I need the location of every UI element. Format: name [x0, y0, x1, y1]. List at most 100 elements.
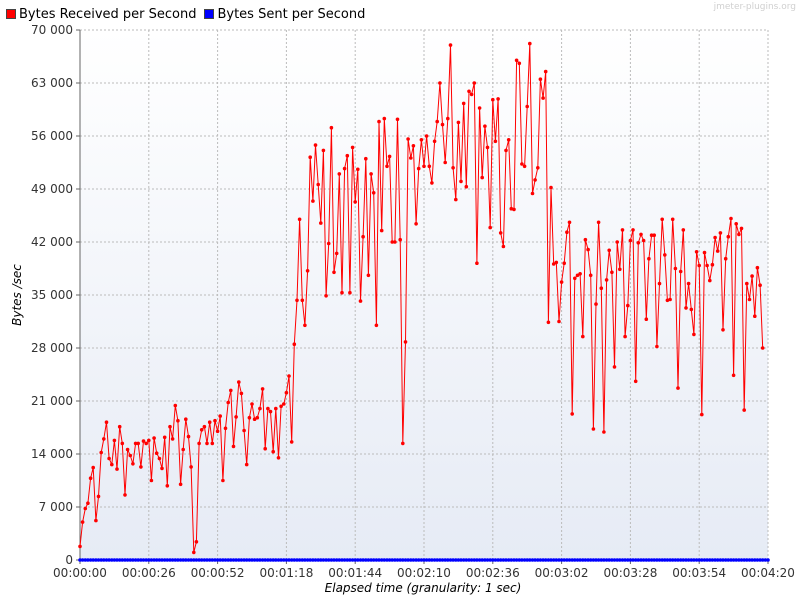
bytes-received-point: [239, 391, 244, 396]
bytes-received-point: [480, 175, 485, 180]
bytes-sent-point: [734, 558, 738, 562]
bytes-received-point: [334, 251, 339, 256]
bytes-sent-point: [549, 558, 553, 562]
grid: [80, 29, 769, 560]
legend-item-received[interactable]: Bytes Received per Second: [6, 7, 196, 22]
bytes-received-point: [626, 303, 630, 308]
bytes-sent-point: [131, 558, 135, 562]
bytes-sent-point: [583, 558, 588, 562]
bytes-sent-point: [319, 558, 323, 562]
y-tick-label: 21 000: [31, 394, 73, 408]
bytes-received-point: [78, 544, 82, 549]
bytes-received-point: [644, 317, 649, 322]
bytes-received-point: [385, 164, 389, 169]
bytes-sent-point: [210, 558, 215, 562]
bytes-received-point: [591, 427, 596, 431]
bytes-received-point: [300, 298, 305, 303]
x-tick-label: 00:03:28: [603, 566, 657, 580]
bytes-sent-point: [348, 558, 352, 562]
bytes-received-point: [684, 306, 688, 310]
bytes-sent-point: [604, 558, 609, 562]
bytes-received-point: [96, 494, 101, 499]
bytes-sent-point: [483, 558, 487, 562]
bytes-received-point: [536, 166, 540, 170]
bytes-sent-point: [697, 558, 701, 562]
bytes-received-point: [567, 220, 572, 225]
bytes-sent-point: [371, 558, 376, 562]
bytes-received-point: [723, 256, 728, 261]
bytes-sent-point: [520, 558, 524, 562]
bytes-sent-point: [266, 558, 270, 562]
bytes-received-point: [117, 424, 122, 429]
bytes-received-point: [443, 160, 448, 165]
x-tick-label: 00:00:26: [122, 566, 176, 580]
bytes-sent-point: [316, 558, 321, 562]
bytes-received-point: [184, 417, 188, 422]
series-bytes-sent: [78, 558, 770, 562]
bytes-sent-point: [364, 558, 368, 562]
bytes-sent-point: [543, 558, 548, 562]
bytes-received-point: [83, 506, 88, 511]
bytes-sent-point: [170, 558, 175, 562]
bytes-received-point: [289, 440, 294, 444]
bytes-received-point: [411, 144, 416, 148]
bytes-received-point: [213, 418, 217, 423]
bytes-sent-point: [321, 558, 326, 562]
bytes-received-point: [231, 444, 236, 449]
bytes-sent-point: [454, 558, 458, 562]
bytes-received-point: [170, 437, 175, 441]
bytes-received-point: [604, 278, 609, 282]
bytes-sent-point: [541, 558, 545, 562]
bytes-sent-point: [295, 558, 299, 562]
bytes-received-point: [342, 166, 347, 171]
bytes-sent-point: [726, 558, 731, 562]
bytes-sent-point: [469, 558, 474, 562]
bytes-sent-point: [562, 558, 566, 562]
bytes-sent-point: [403, 558, 408, 562]
legend-swatch-sent: [204, 9, 215, 19]
bytes-sent-point: [91, 558, 95, 562]
bytes-received-point: [422, 164, 426, 169]
bytes-sent-point: [102, 558, 106, 562]
bytes-received-point: [509, 206, 514, 211]
bytes-sent-point: [573, 558, 577, 562]
bytes-sent-point: [702, 558, 707, 562]
bytes-sent-point: [461, 558, 466, 562]
bytes-sent-point: [623, 558, 627, 562]
bytes-sent-point: [530, 558, 535, 562]
bytes-sent-point: [686, 558, 691, 562]
bytes-sent-point: [268, 558, 273, 562]
bytes-sent-point: [424, 558, 429, 562]
bytes-received-point: [162, 435, 167, 440]
bytes-sent-point: [551, 558, 556, 562]
bytes-received-point: [594, 302, 598, 306]
bytes-received-point: [612, 365, 617, 369]
bytes-received-point: [181, 447, 185, 452]
x-tick-label: 00:02:36: [466, 566, 520, 580]
bytes-received-point: [409, 156, 413, 160]
bytes-sent-point: [758, 558, 762, 562]
bytes-received-point: [128, 453, 133, 458]
legend-item-sent[interactable]: Bytes Sent per Second: [204, 7, 365, 22]
bytes-sent-point: [700, 558, 704, 562]
bytes-received-point: [274, 406, 278, 411]
bytes-received-point: [543, 69, 548, 74]
bytes-received-point: [583, 237, 588, 242]
bytes-sent-point: [430, 558, 434, 562]
bytes-sent-point: [694, 558, 699, 562]
bytes-received-point: [326, 241, 331, 246]
bytes-received-point: [295, 298, 299, 303]
bytes-received-point: [316, 182, 321, 187]
bytes-sent-point: [252, 558, 257, 562]
bytes-sent-point: [456, 558, 461, 562]
bytes-received-point: [647, 256, 651, 261]
bytes-sent-point: [438, 558, 442, 562]
bytes-received-point: [324, 294, 328, 298]
bytes-received-point: [678, 269, 683, 274]
bytes-received-point: [297, 217, 302, 222]
bytes-sent-point: [303, 558, 307, 562]
bytes-sent-point: [398, 558, 403, 562]
bytes-received-point: [218, 414, 222, 418]
bytes-received-point: [459, 179, 463, 184]
bytes-sent-point: [626, 558, 630, 562]
